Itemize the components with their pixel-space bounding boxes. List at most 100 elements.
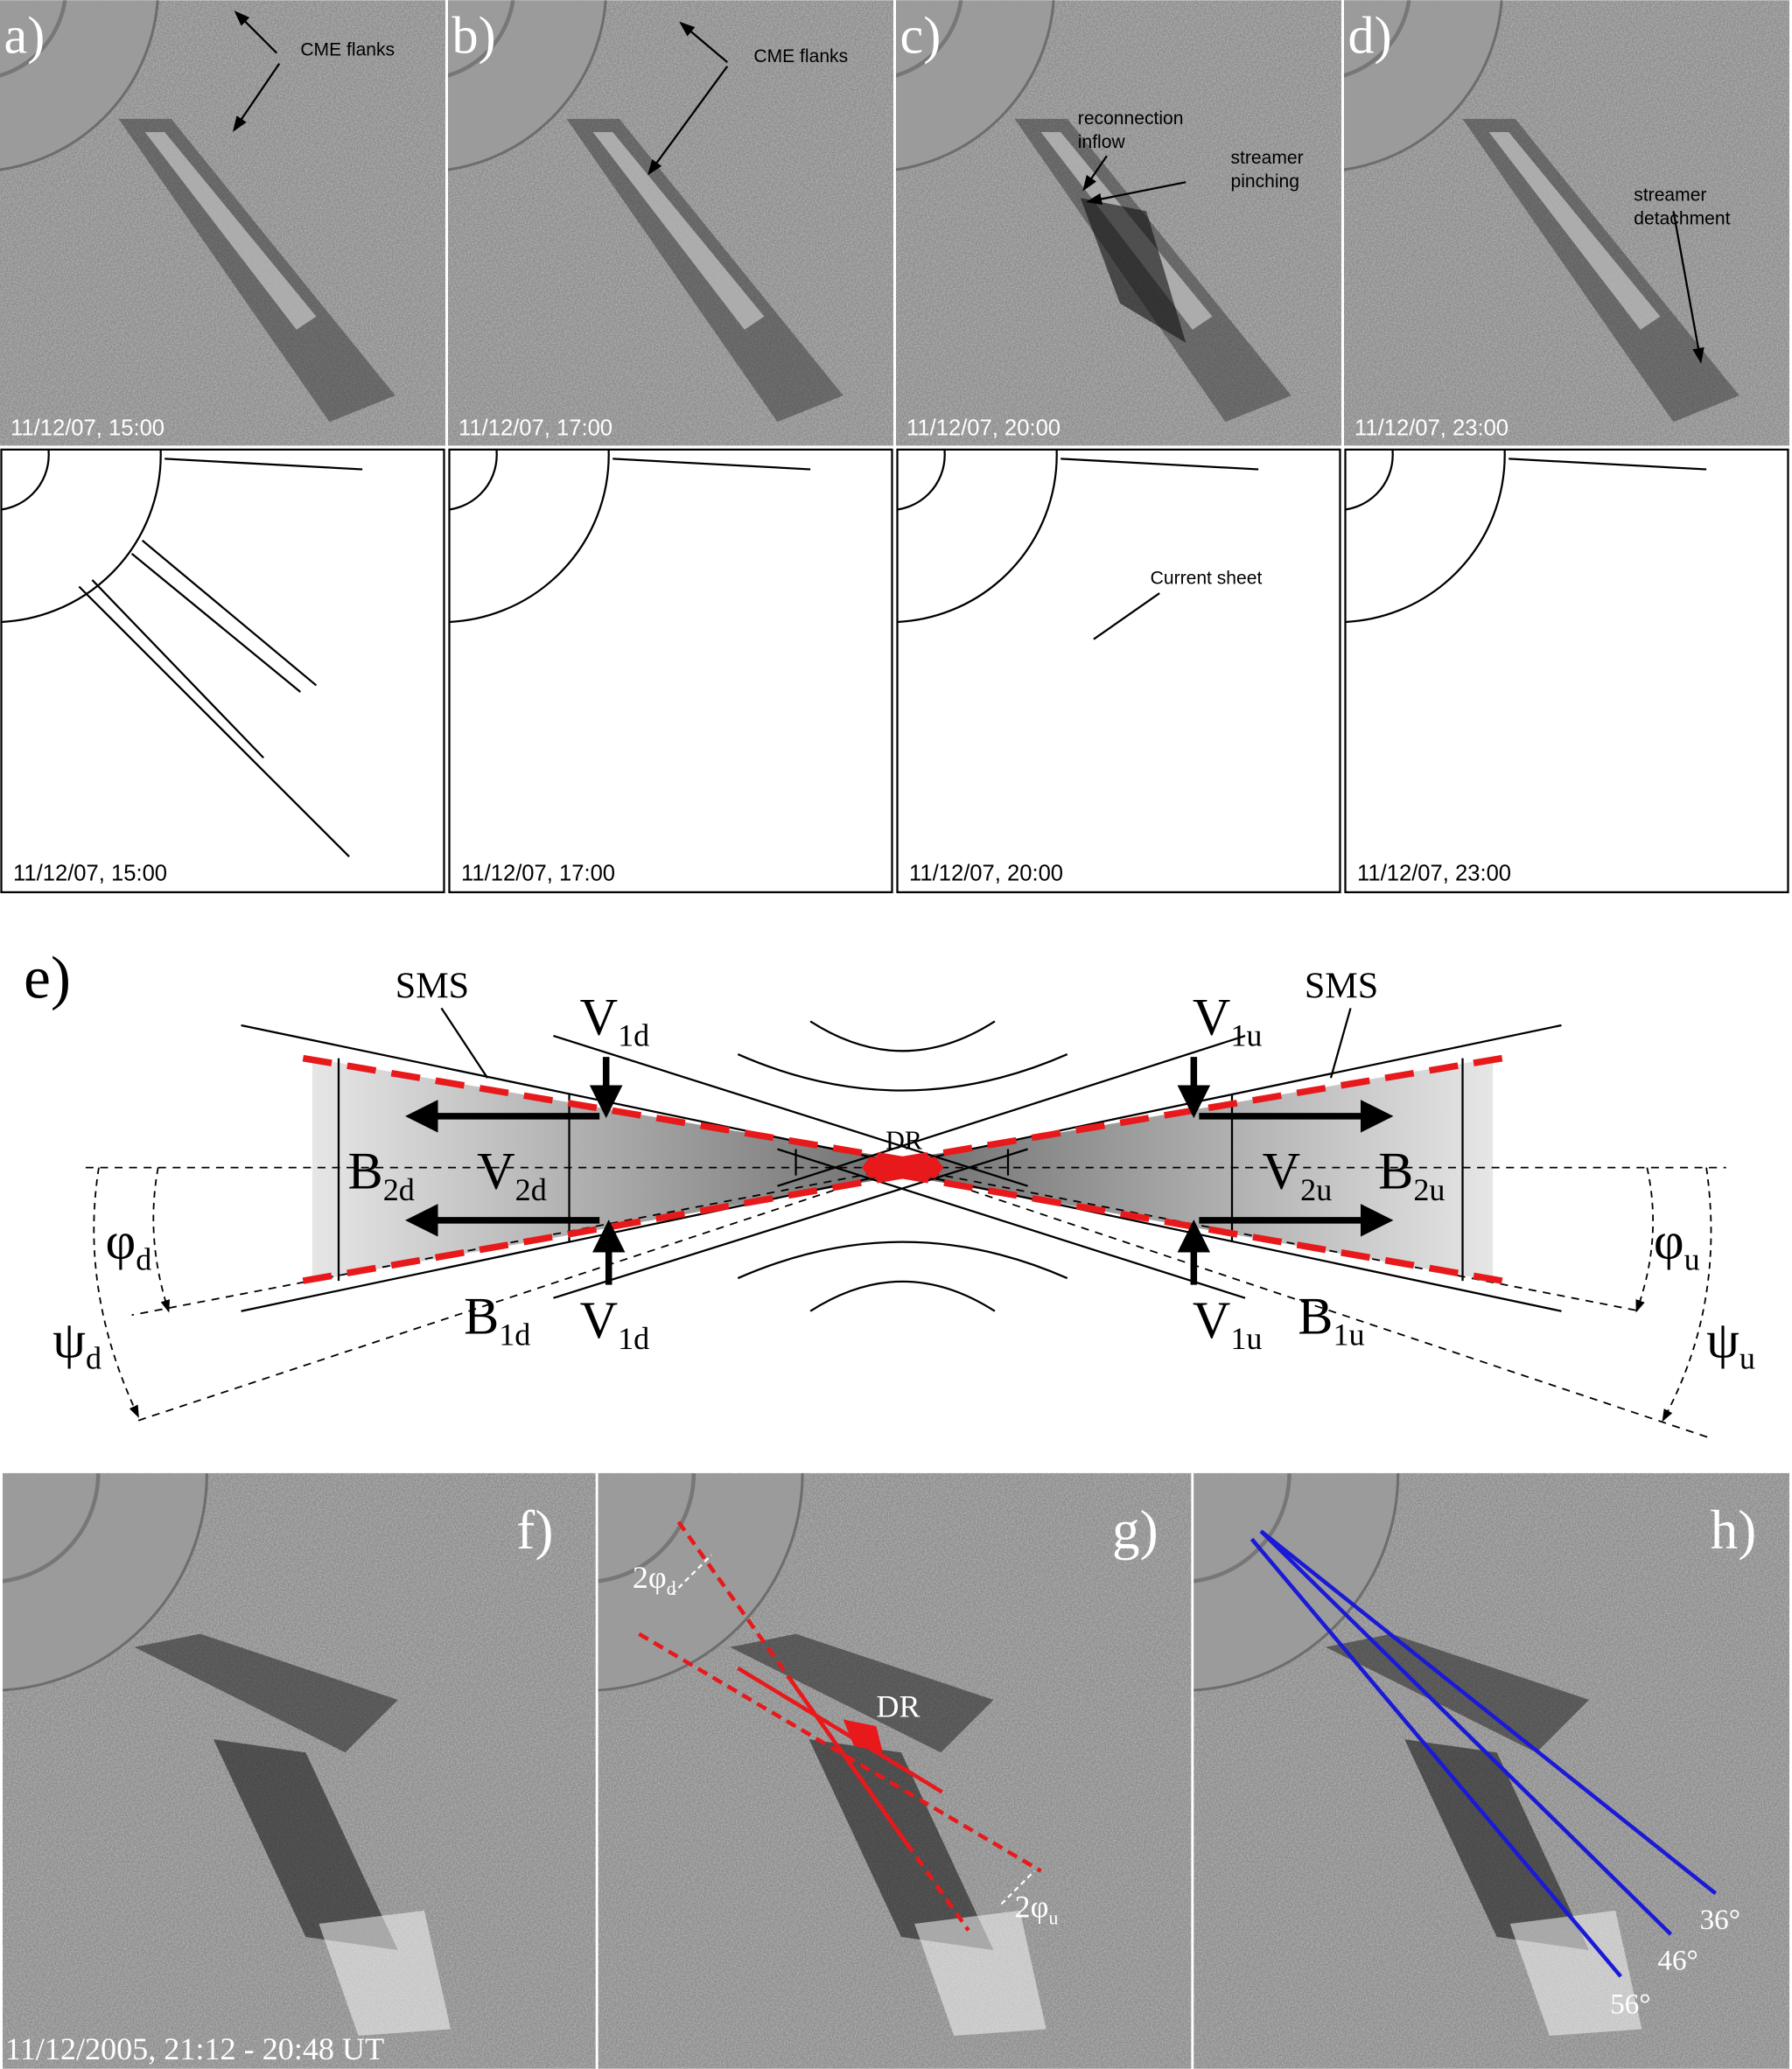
annotation-arrow bbox=[234, 10, 278, 54]
sketch-frame bbox=[896, 448, 1341, 893]
panel-label: b) bbox=[452, 7, 496, 66]
symbol: 2φu bbox=[1015, 1889, 1059, 1928]
occulter bbox=[3, 1472, 208, 1692]
sms-label: SMS bbox=[396, 965, 469, 1006]
annotation: CME flanks bbox=[300, 40, 395, 60]
symbol-main: DR bbox=[876, 1689, 920, 1724]
streamer bbox=[808, 1739, 994, 1951]
symbol: V1u bbox=[1193, 989, 1263, 1053]
symbol-sub: d bbox=[86, 1341, 102, 1376]
annotation-arrow bbox=[232, 63, 281, 132]
annotation-arrow bbox=[1082, 155, 1108, 192]
symbol-sub: 1d bbox=[618, 1321, 649, 1356]
occulter bbox=[1194, 1472, 1400, 1692]
field-line bbox=[553, 1034, 1028, 1187]
symbol-main: φ bbox=[1654, 1213, 1684, 1271]
angle-label: 56° bbox=[1610, 1988, 1650, 2020]
symbol-sub: u bbox=[1048, 1907, 1058, 1928]
streamer bbox=[144, 131, 317, 330]
dr-label: DR bbox=[886, 1126, 923, 1156]
blue-line bbox=[1259, 1529, 1673, 1936]
symbol-main: V bbox=[580, 989, 619, 1047]
symbol-sub: 1d bbox=[499, 1318, 530, 1353]
symbol-sub: d bbox=[667, 1578, 676, 1599]
streamer bbox=[1509, 1910, 1642, 2036]
occulter bbox=[1344, 0, 1503, 171]
field-line bbox=[809, 1280, 996, 1312]
angle-arc bbox=[152, 1167, 170, 1313]
symbol: V1d bbox=[580, 989, 650, 1053]
blue-line bbox=[1250, 1537, 1622, 1978]
symbol-sub: d bbox=[136, 1242, 151, 1277]
symbol: ψu bbox=[1706, 1311, 1755, 1375]
timestamp: 11/12/07, 17:00 bbox=[458, 416, 612, 440]
angle-line bbox=[902, 1166, 1641, 1312]
streamer bbox=[318, 1910, 452, 2036]
symbol-main: V bbox=[477, 1143, 515, 1201]
sketch-frame bbox=[1344, 448, 1789, 893]
sun-inner bbox=[449, 449, 498, 511]
field-line bbox=[553, 1148, 1028, 1299]
annotation: streamer bbox=[1634, 185, 1706, 205]
symbol: φd bbox=[105, 1213, 151, 1277]
streamer bbox=[1404, 1739, 1590, 1951]
angle-line bbox=[902, 1166, 1713, 1440]
symbol: DR bbox=[876, 1689, 920, 1724]
symbol-sub: 2u bbox=[1300, 1172, 1332, 1207]
sms-pointer bbox=[1329, 1008, 1352, 1079]
sketch-frame bbox=[0, 448, 445, 893]
symbol: V2u bbox=[1263, 1143, 1333, 1207]
symbol-main: φ bbox=[105, 1213, 136, 1271]
symbol-sub: 2u bbox=[1413, 1172, 1445, 1207]
angle-label: 46° bbox=[1657, 1945, 1698, 1977]
streamer-line bbox=[141, 539, 318, 687]
streamer bbox=[592, 131, 765, 330]
symbol-sub: 1u bbox=[1230, 1321, 1262, 1356]
panel-label: d) bbox=[1348, 7, 1392, 66]
annotation: detachment bbox=[1634, 208, 1730, 228]
symbol-sub: 1u bbox=[1230, 1018, 1262, 1053]
symbol: V1u bbox=[1193, 1291, 1263, 1356]
red-line bbox=[737, 1666, 943, 1794]
panel-label: f) bbox=[516, 1499, 553, 1561]
streamer bbox=[914, 1910, 1046, 2036]
symbol-sub: 2d bbox=[515, 1172, 547, 1207]
top-line bbox=[612, 458, 811, 471]
top-line bbox=[1060, 458, 1259, 471]
symbol-sub: u bbox=[1684, 1242, 1700, 1277]
diffusion-region bbox=[861, 1157, 944, 1178]
angle-line bbox=[137, 1166, 903, 1422]
timestamp: 11/12/07, 15:00 bbox=[13, 861, 167, 885]
annotation-arrow bbox=[1672, 211, 1704, 364]
panel-label: h) bbox=[1711, 1499, 1757, 1561]
symbol-main: 2φ bbox=[1015, 1889, 1049, 1924]
symbol: B1d bbox=[464, 1287, 530, 1352]
streamer-line bbox=[78, 585, 350, 858]
symbol-main: B bbox=[1378, 1143, 1413, 1201]
streamer bbox=[1488, 131, 1661, 330]
symbol-main: 2φ bbox=[633, 1560, 667, 1595]
field-line bbox=[809, 1020, 996, 1052]
occulter bbox=[896, 0, 1055, 171]
symbol-main: B bbox=[464, 1287, 499, 1346]
annotation-arrow bbox=[648, 66, 729, 176]
red-line bbox=[638, 1632, 1042, 1873]
blue-line bbox=[1259, 1529, 1718, 1896]
red-line bbox=[676, 1520, 970, 1932]
angle-pointer bbox=[1000, 1870, 1035, 1905]
field-line bbox=[737, 1241, 1068, 1280]
angle-arc bbox=[1662, 1167, 1712, 1422]
annotation: reconnection bbox=[1078, 108, 1184, 129]
sun-inner bbox=[1345, 449, 1394, 511]
timestamp: 11/12/07, 20:00 bbox=[906, 416, 1060, 440]
symbol: B1u bbox=[1298, 1287, 1364, 1352]
symbol: B2d bbox=[348, 1143, 415, 1207]
occulter bbox=[448, 0, 607, 171]
sun-outer bbox=[449, 449, 610, 624]
field-line bbox=[777, 1148, 1246, 1299]
symbol-main: ψ bbox=[1706, 1311, 1740, 1369]
timestamp: 11/12/07, 23:00 bbox=[1354, 416, 1508, 440]
angle-line bbox=[131, 1166, 903, 1317]
